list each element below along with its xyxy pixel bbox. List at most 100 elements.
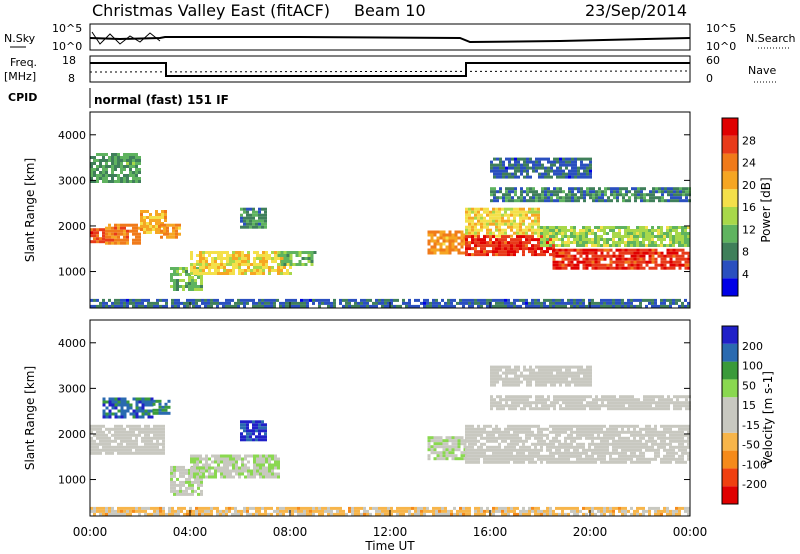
heatmap-cell — [141, 403, 145, 407]
heatmap-cell — [639, 460, 642, 464]
heatmap-cell — [490, 193, 493, 197]
heatmap-cell — [265, 457, 268, 461]
heatmap-cell — [654, 451, 657, 455]
heatmap-cell — [304, 263, 308, 266]
heatmap-cell — [126, 424, 129, 428]
heatmap-cell — [477, 213, 480, 217]
heatmap-cell — [129, 403, 133, 407]
heatmap-cell — [265, 469, 268, 473]
heatmap-cell — [250, 263, 253, 266]
heatmap-cell — [499, 175, 502, 179]
heatmap-cell — [492, 439, 495, 443]
heatmap-cell — [132, 229, 135, 233]
heatmap-cell — [573, 439, 576, 443]
heatmap-cell — [576, 427, 579, 431]
heatmap-cell — [114, 509, 117, 513]
heatmap-cell — [170, 483, 173, 487]
heatmap-cell — [459, 298, 462, 302]
heatmap-cell — [525, 445, 528, 449]
heatmap-cell — [591, 433, 594, 437]
heatmap-cell — [138, 512, 141, 516]
heatmap-cell — [649, 395, 652, 399]
heatmap-cell — [489, 235, 492, 239]
heatmap-cell — [661, 193, 664, 197]
heatmap-cell — [504, 241, 507, 245]
heatmap-cell — [672, 260, 676, 264]
heatmap-cell — [468, 304, 471, 308]
heatmap-cell — [135, 436, 138, 440]
heatmap-cell — [594, 241, 597, 244]
heatmap-cell — [235, 257, 238, 260]
heatmap-cell — [523, 166, 526, 170]
heatmap-cell — [194, 285, 197, 288]
heatmap-cell — [310, 263, 314, 266]
heatmap-cell — [679, 401, 682, 405]
heatmap-cell — [427, 436, 431, 440]
heatmap-cell — [532, 166, 535, 170]
heatmap-cell — [159, 427, 162, 431]
heatmap-cell — [451, 439, 455, 443]
heatmap-cell — [613, 196, 616, 200]
heatmap-cell — [171, 506, 174, 510]
heatmap-cell — [540, 238, 543, 241]
heatmap-cell — [685, 401, 688, 405]
heatmap-cell — [594, 251, 598, 255]
heatmap-cell — [537, 234, 540, 238]
heatmap-cell — [102, 180, 105, 183]
heatmap-cell — [663, 235, 666, 238]
heatmap-cell — [657, 251, 661, 255]
heatmap-cell — [102, 298, 105, 302]
heatmap-cell — [516, 225, 519, 229]
heatmap-cell — [493, 401, 496, 405]
heatmap-cell — [652, 401, 655, 405]
heatmap-cell — [631, 193, 634, 197]
heatmap-cell — [126, 436, 129, 440]
heatmap-cell — [577, 175, 580, 179]
heatmap-cell — [651, 436, 654, 440]
heatmap-cell — [193, 472, 196, 476]
heatmap-cell — [156, 512, 159, 516]
heatmap-cell — [673, 199, 676, 203]
heatmap-cell — [522, 448, 525, 452]
heatmap-cell — [684, 232, 687, 235]
heatmap-cell — [625, 395, 628, 399]
heatmap-cell — [639, 254, 643, 258]
heatmap-cell — [606, 436, 609, 440]
heatmap-cell — [474, 207, 477, 211]
heatmap-cell — [244, 457, 247, 461]
heatmap-cell — [498, 298, 501, 302]
heatmap-cell — [498, 250, 501, 254]
heatmap-cell — [489, 210, 492, 214]
heatmap-cell — [672, 244, 675, 247]
heatmap-cell — [507, 250, 510, 254]
heatmap-cell — [636, 298, 639, 302]
heatmap-cell — [499, 172, 502, 176]
heatmap-cell — [603, 454, 606, 458]
heatmap-cell — [510, 454, 513, 458]
heatmap-cell — [660, 251, 664, 255]
heatmap-cell — [520, 193, 523, 197]
heatmap-cell — [255, 301, 258, 305]
heatmap-cell — [513, 250, 516, 254]
heatmap-cell — [561, 304, 564, 308]
heatmap-cell — [687, 433, 690, 437]
heatmap-cell — [90, 177, 93, 180]
heatmap-cell — [610, 190, 613, 194]
heatmap-cell — [294, 301, 297, 305]
heatmap-cell — [126, 430, 129, 434]
heatmap-cell — [561, 263, 565, 267]
heatmap-cell — [633, 232, 636, 235]
heatmap-cell — [502, 377, 505, 381]
heatmap-cell — [354, 304, 357, 308]
heatmap-cell — [240, 423, 243, 427]
heatmap-cell — [633, 433, 636, 437]
heatmap-cell — [657, 244, 660, 247]
heatmap-cell — [292, 263, 296, 266]
heatmap-cell — [111, 165, 114, 168]
heatmap-cell — [556, 199, 559, 203]
heatmap-cell — [522, 213, 525, 217]
heatmap-cell — [427, 248, 431, 252]
heatmap-cell — [517, 398, 520, 402]
heatmap-cell — [280, 266, 283, 269]
heatmap-cell — [363, 298, 366, 302]
